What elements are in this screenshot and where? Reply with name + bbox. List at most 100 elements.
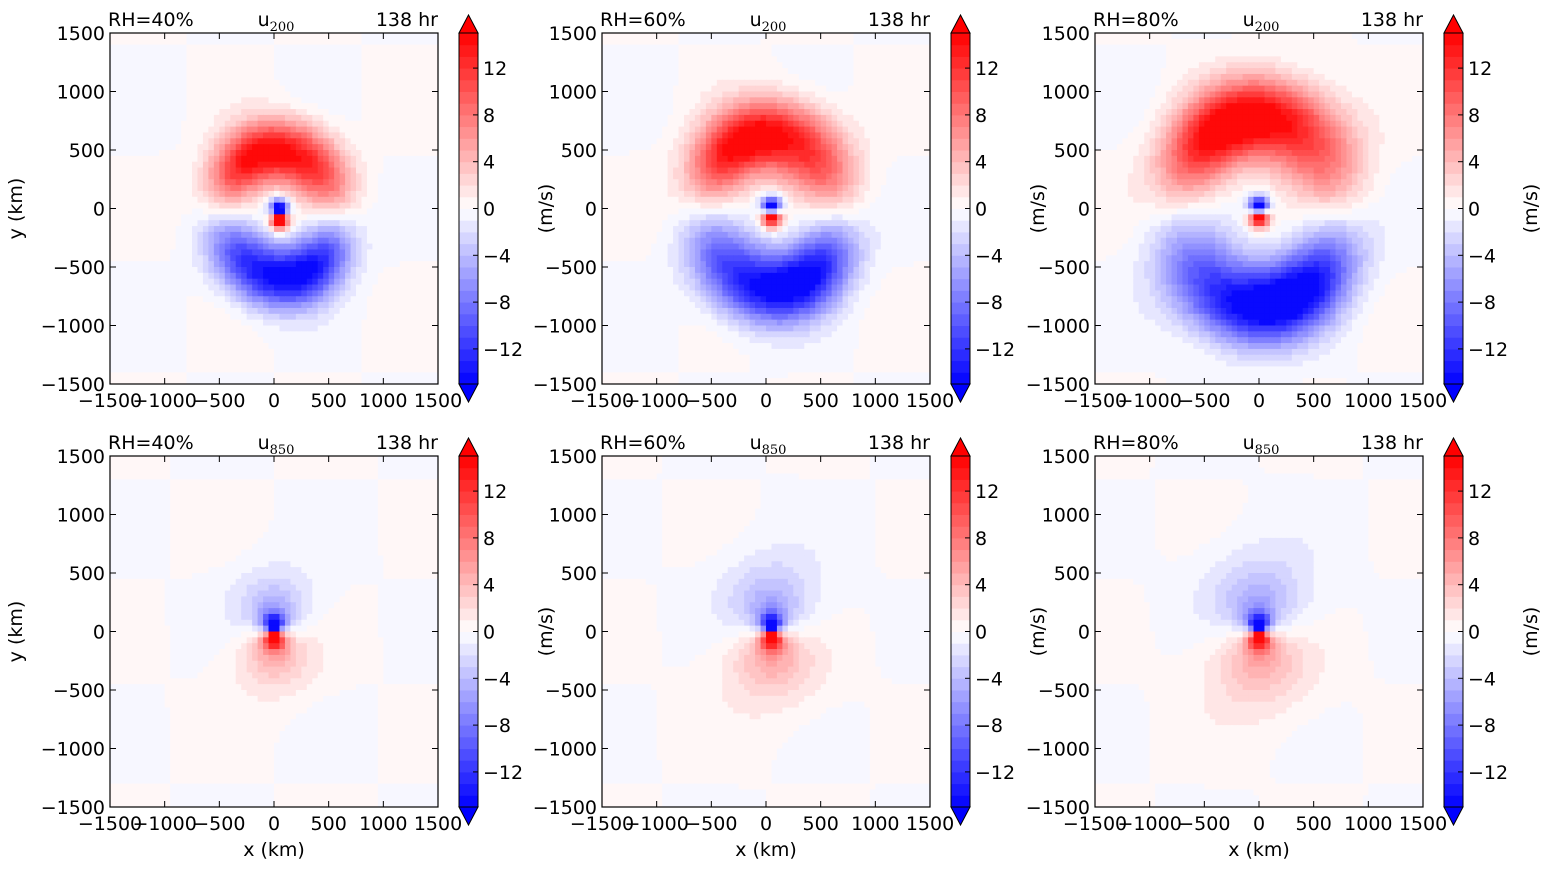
y-tick-label: 1500 bbox=[549, 446, 597, 468]
colorbar-tick-label: −8 bbox=[483, 292, 511, 314]
y-tick-label: 1000 bbox=[549, 505, 597, 527]
colorbar-tick-label: 12 bbox=[1468, 481, 1492, 503]
y-tick-label: 0 bbox=[93, 199, 105, 221]
heatmap-field bbox=[110, 456, 438, 807]
colorbar-tick-label: 8 bbox=[1468, 105, 1480, 127]
colorbar: −12 −8 −4 0 4 8 12 (m/s) bbox=[1443, 436, 1541, 827]
colorbar-tick-label: −4 bbox=[975, 245, 1003, 267]
colorbar-tick-label: −8 bbox=[1468, 292, 1496, 314]
y-tick-label: 1000 bbox=[1042, 82, 1090, 104]
colorbar-tick-label: −4 bbox=[483, 668, 511, 690]
colorbar-tick-label: −8 bbox=[975, 292, 1003, 314]
x-tick-label: 0 bbox=[268, 813, 280, 835]
colorbar: −12 −8 −4 0 4 8 12 (m/s) bbox=[458, 13, 557, 404]
x-axis-label: x (km) bbox=[1228, 839, 1290, 861]
panel-title-time: 138 hr bbox=[868, 432, 930, 454]
y-tick-label: 500 bbox=[69, 140, 105, 162]
colorbar: −12 −8 −4 0 4 8 12 (m/s) bbox=[458, 436, 557, 827]
y-tick-label: 1500 bbox=[1042, 23, 1090, 45]
x-tick-label: −500 bbox=[685, 390, 737, 412]
panel-title-time: 138 hr bbox=[376, 432, 438, 454]
y-tick-label: −1000 bbox=[1026, 316, 1090, 338]
panel-title-left: RH=80% bbox=[1093, 432, 1179, 454]
y-tick-label: 0 bbox=[1078, 622, 1090, 644]
y-tick-label: −500 bbox=[53, 680, 105, 702]
y-tick-label: −500 bbox=[53, 257, 105, 279]
colorbar-tick-label: 12 bbox=[1468, 58, 1492, 80]
x-tick-label: −1500 bbox=[570, 813, 634, 835]
panel-850-60: −1500−1500−1000−1000−500−500005005001000… bbox=[533, 432, 1049, 861]
panel-title-variable: u850 bbox=[750, 432, 787, 458]
x-tick-label: −500 bbox=[685, 813, 737, 835]
colorbar-tick-label: 0 bbox=[1468, 199, 1480, 221]
panel-200-80: −1500−1500−1000−1000−500−500005005001000… bbox=[1026, 9, 1541, 412]
x-tick-label: −1000 bbox=[625, 813, 689, 835]
panel-title-variable: u850 bbox=[258, 432, 295, 458]
x-axis-label: x (km) bbox=[735, 839, 797, 861]
panel-title-time: 138 hr bbox=[1361, 432, 1423, 454]
x-tick-label: 1500 bbox=[1399, 813, 1447, 835]
heatmap-field bbox=[602, 33, 930, 384]
colorbar-tick-label: 12 bbox=[483, 481, 507, 503]
heatmap-field bbox=[602, 456, 930, 807]
x-tick-label: 0 bbox=[760, 813, 772, 835]
x-tick-label: −1500 bbox=[1063, 390, 1127, 412]
colorbar-extend-max bbox=[950, 13, 971, 34]
colorbar-tick-label: 4 bbox=[975, 575, 987, 597]
x-tick-label: 1000 bbox=[359, 813, 407, 835]
y-tick-label: 500 bbox=[1054, 140, 1090, 162]
x-tick-label: −1500 bbox=[1063, 813, 1127, 835]
x-tick-label: −500 bbox=[193, 390, 245, 412]
y-tick-label: 0 bbox=[93, 622, 105, 644]
y-tick-label: 0 bbox=[585, 199, 597, 221]
panel-200-40: −1500−1500−1000−1000−500−500005005001000… bbox=[5, 9, 557, 412]
colorbar-tick-label: 8 bbox=[483, 105, 495, 127]
y-tick-label: 500 bbox=[561, 563, 597, 585]
colorbar-tick-label: −12 bbox=[483, 762, 523, 784]
panel-850-80: −1500−1500−1000−1000−500−500005005001000… bbox=[1026, 432, 1541, 861]
colorbar-tick-label: −8 bbox=[1468, 715, 1496, 737]
x-tick-label: 0 bbox=[1253, 813, 1265, 835]
x-tick-label: −500 bbox=[193, 813, 245, 835]
colorbar-tick-label: −12 bbox=[483, 339, 523, 361]
colorbar-tick-label: 8 bbox=[1468, 528, 1480, 550]
panel-850-40: −1500−1500−1000−1000−500−500005005001000… bbox=[5, 432, 557, 861]
panel-title-variable: u200 bbox=[750, 9, 787, 35]
colorbar-tick-label: −8 bbox=[975, 715, 1003, 737]
colorbar-label: (m/s) bbox=[535, 607, 557, 657]
x-tick-label: −500 bbox=[1178, 813, 1230, 835]
y-tick-label: 1500 bbox=[57, 446, 105, 468]
colorbar-tick-label: 0 bbox=[975, 622, 987, 644]
y-tick-label: 500 bbox=[561, 140, 597, 162]
y-tick-label: −500 bbox=[545, 257, 597, 279]
panel-title-left: RH=60% bbox=[600, 9, 686, 31]
colorbar-tick-label: −4 bbox=[1468, 668, 1496, 690]
y-tick-label: −1000 bbox=[533, 739, 597, 761]
x-tick-label: 500 bbox=[1296, 390, 1332, 412]
y-tick-label: −1000 bbox=[41, 316, 105, 338]
x-tick-label: 500 bbox=[1296, 813, 1332, 835]
colorbar-tick-label: −8 bbox=[483, 715, 511, 737]
heatmap-field bbox=[110, 33, 438, 384]
heatmap-field bbox=[1095, 456, 1423, 807]
y-tick-label: −1500 bbox=[41, 797, 105, 819]
colorbar-tick-label: 12 bbox=[975, 481, 999, 503]
colorbar-label: (m/s) bbox=[1027, 184, 1049, 234]
y-tick-label: −1000 bbox=[533, 316, 597, 338]
colorbar-tick-label: 4 bbox=[975, 152, 987, 174]
y-tick-label: −1500 bbox=[1026, 797, 1090, 819]
x-tick-label: 1000 bbox=[1344, 390, 1392, 412]
x-tick-label: −1000 bbox=[133, 390, 197, 412]
colorbar-tick-label: −4 bbox=[975, 668, 1003, 690]
y-tick-label: −1500 bbox=[533, 374, 597, 396]
panel-title-variable: u200 bbox=[258, 9, 295, 35]
y-tick-label: −500 bbox=[545, 680, 597, 702]
colorbar-tick-label: 8 bbox=[975, 105, 987, 127]
panel-title-variable: u200 bbox=[1243, 9, 1280, 35]
x-tick-label: 1500 bbox=[414, 813, 462, 835]
y-tick-label: −500 bbox=[1038, 680, 1090, 702]
x-tick-label: 1500 bbox=[906, 390, 954, 412]
colorbar-tick-label: 4 bbox=[483, 575, 495, 597]
x-tick-label: −500 bbox=[1178, 390, 1230, 412]
y-tick-label: −1000 bbox=[1026, 739, 1090, 761]
